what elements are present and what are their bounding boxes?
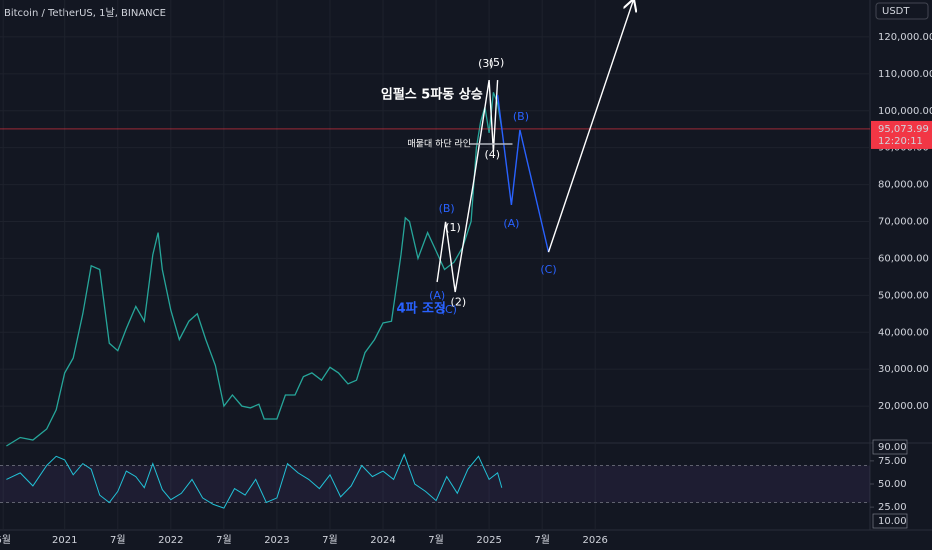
wave-path [496, 94, 550, 253]
annotation: (5) [489, 56, 505, 69]
currency[interactable]: USDT [882, 6, 910, 17]
rsi-tick-label: 75.00 [878, 456, 907, 467]
annotation: 4파 조정 [396, 300, 445, 316]
annotation: (C) [540, 263, 556, 276]
rsi-bound-box [872, 439, 908, 455]
annotation: 매물대 하단 라인 [407, 138, 471, 149]
y-tick-label: 20,000.00 [878, 401, 929, 412]
wave-path [547, 0, 634, 253]
y-tick-label: 120,000.00 [878, 32, 932, 43]
annotation: (C) [441, 303, 457, 316]
x-tick-label: 7월 [216, 534, 232, 546]
annotation: (B) [513, 110, 529, 123]
annotation: (A) [503, 217, 519, 230]
y-tick-label: 80,000.00 [878, 180, 929, 191]
y-tick-label: 110,000.00 [878, 69, 932, 80]
wave-path [436, 79, 499, 293]
x-tick-label: 2026 [582, 535, 607, 546]
y-tick-label: 100,000.00 [878, 106, 932, 117]
rsi-line [6, 453, 503, 509]
x-tick-label: 2024 [370, 535, 395, 546]
currency-box[interactable] [875, 2, 929, 20]
x-tick-label: 6월 [0, 534, 11, 546]
rsi-tick-label: 10.00 [878, 516, 907, 527]
x-tick-label: 2022 [158, 535, 183, 546]
annotation: (2) [451, 296, 467, 309]
rsi-band [0, 465, 870, 503]
y-tick-label: 40,000.00 [878, 327, 929, 338]
y-tick-label: 50,000.00 [878, 290, 929, 301]
last-price: 95,073.99 [878, 124, 929, 135]
annotation: (A) [429, 289, 445, 302]
x-tick-label: 2021 [52, 535, 77, 546]
rsi-bound-box [872, 513, 908, 529]
annotation: (3) [478, 57, 494, 70]
y-tick-label: 70,000.00 [878, 217, 929, 228]
rsi-tick-label: 50.00 [878, 479, 907, 490]
annotation: (1) [445, 221, 461, 234]
x-tick-label: 7월 [322, 534, 338, 546]
price-line [6, 92, 503, 447]
x-tick-label: 7월 [110, 534, 126, 546]
x-tick-label: 2023 [264, 535, 289, 546]
y-tick-label: 60,000.00 [878, 253, 929, 264]
last-price-box [871, 120, 932, 149]
x-tick-label: 7월 [534, 534, 550, 546]
rsi-tick-label: 25.00 [878, 502, 907, 513]
x-tick-label: 7월 [428, 534, 444, 546]
rsi-tick-label: 90.00 [878, 442, 907, 453]
y-tick-label: 30,000.00 [878, 364, 929, 375]
x-tick-label: 2025 [476, 535, 501, 546]
annotation: 임펄스 5파동 상승 [381, 86, 483, 102]
countdown: 12:20:11 [878, 136, 923, 147]
annotation: (B) [439, 202, 455, 215]
chart-title: Bitcoin / TetherUS, 1날, BINANCE [4, 7, 166, 19]
annotation: (4) [484, 148, 500, 161]
